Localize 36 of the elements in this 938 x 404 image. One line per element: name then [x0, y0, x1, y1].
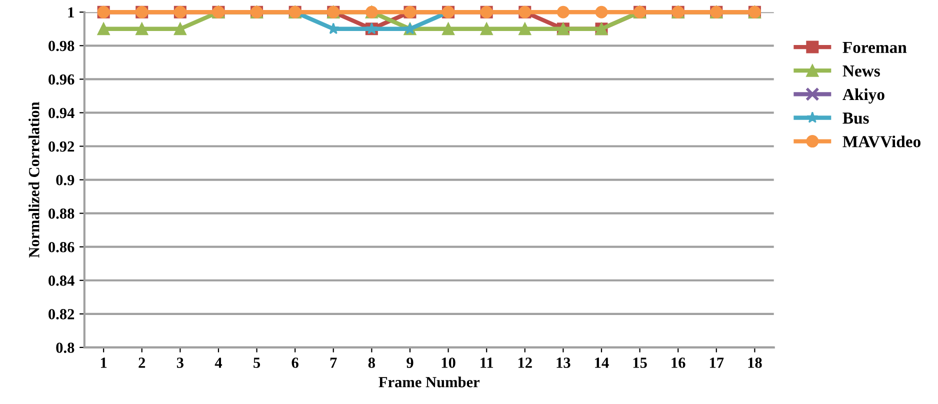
x-tick-label: 5 [254, 358, 260, 368]
x-tick-label: 17 [710, 358, 724, 368]
y-tick-label: 0.88 [48, 208, 74, 219]
x-tick-label: 9 [406, 358, 414, 368]
x-axis-title: Frame Number [378, 376, 480, 388]
x-tick-label: 11 [480, 358, 494, 368]
x-tick-label: 15 [633, 358, 647, 368]
x-tick-label: 12 [518, 358, 532, 368]
legend-label: Akiyo [842, 88, 884, 104]
x-tick-label: 18 [748, 358, 762, 368]
x-tick-label: 16 [672, 358, 686, 368]
x-tick-label: 6 [292, 358, 298, 368]
y-tick-label: 0.86 [48, 242, 74, 252]
y-tick-label: 1 [68, 7, 74, 18]
x-tick-label: 4 [214, 358, 222, 368]
y-axis-title: Normalized Correlation [28, 102, 40, 258]
y-tick-label: 0.96 [48, 74, 74, 85]
legend-label: MAVVideo [842, 136, 920, 148]
x-tick-label: 3 [176, 358, 184, 368]
legend-label: News [842, 66, 880, 77]
y-tick-label: 0.8 [56, 342, 74, 353]
y-tick-label: 0.9 [56, 174, 74, 186]
x-tick-label: 14 [595, 358, 609, 368]
x-tick-label: 1 [100, 358, 107, 368]
x-tick-label: 7 [330, 358, 337, 368]
legend-label: Foreman [842, 42, 907, 54]
x-tick-label: 13 [556, 358, 570, 368]
x-tick-label: 10 [442, 358, 456, 368]
y-tick-label: 0.82 [48, 309, 74, 320]
y-tick-label: 0.84 [48, 276, 74, 286]
y-tick-label: 0.98 [48, 40, 74, 52]
legend-label: Bus [842, 112, 869, 124]
x-tick-label: 2 [138, 358, 146, 368]
x-tick-label: 8 [368, 358, 375, 368]
y-tick-label: 0.92 [48, 141, 74, 152]
y-tick-label: 0.94 [48, 108, 74, 118]
